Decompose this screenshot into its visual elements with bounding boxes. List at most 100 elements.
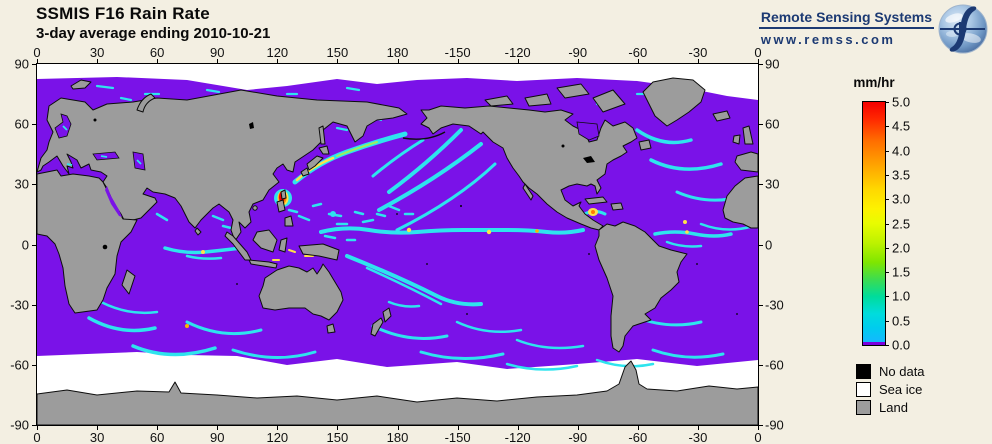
lon-tick-label-top: 0 — [754, 45, 762, 60]
world-rain-map — [37, 64, 758, 425]
land-hispaniola — [610, 202, 624, 211]
lon-tick-bottom — [577, 426, 579, 430]
lon-tick-label-top: 180 — [386, 45, 409, 60]
colorbar-tick — [885, 174, 889, 176]
land-hokkaido — [318, 145, 330, 155]
lon-tick-label-bottom: -30 — [688, 430, 708, 444]
land-iceland — [712, 110, 731, 122]
colorbar-tick-label: 3.0 — [892, 191, 911, 207]
lat-tick-label-right: -90 — [765, 417, 784, 433]
legend-label: Land — [879, 399, 908, 415]
land-sulawesi — [278, 237, 288, 253]
land-baffin — [592, 89, 626, 113]
lat-tick-left — [32, 244, 36, 246]
lon-tick-bottom — [758, 426, 759, 430]
lake-ladoga — [93, 118, 97, 122]
lon-tick-label-bottom: 90 — [210, 430, 225, 444]
lat-tick-label-right: 30 — [765, 176, 780, 192]
lon-tick-label-bottom: 180 — [386, 430, 409, 444]
legend-row: Sea ice — [856, 380, 925, 398]
lon-tick-top — [337, 59, 339, 63]
lat-tick-label-left: -60 — [10, 357, 29, 373]
land-hainan — [252, 205, 258, 211]
lon-tick-label-bottom: -60 — [628, 430, 648, 444]
legend-row: No data — [856, 362, 925, 380]
colorbar-units-label: mm/hr — [853, 75, 895, 90]
lon-tick-label-bottom: 30 — [89, 430, 105, 444]
lon-tick-label-top: 0 — [33, 45, 41, 60]
land-nz-south — [370, 317, 384, 337]
land-luzon — [276, 199, 286, 213]
lat-tick-label-left: 0 — [21, 237, 29, 252]
lat-tick-left — [32, 64, 36, 65]
lon-tick-label-top: -60 — [628, 45, 648, 60]
lon-tick-label-top: -90 — [568, 45, 588, 60]
land-madagascar — [121, 269, 136, 295]
legend-swatch — [856, 399, 871, 415]
legend-row: Land — [856, 398, 925, 416]
colorbar-tick — [885, 345, 889, 346]
lakes-layer — [93, 118, 595, 250]
colorbar-tick-label: 0.5 — [892, 313, 911, 329]
map-frame: 0 0 30 30 60 60 90 90 120 120 150 150 180 180 -150 -150… — [10, 45, 784, 444]
map-legend: No data Sea ice Land — [856, 362, 925, 416]
hudson-bay — [576, 121, 600, 141]
lake-winnipeg — [561, 144, 565, 148]
lat-tick-right — [759, 364, 763, 366]
lat-tick-right — [759, 425, 763, 426]
lon-tick-bottom — [37, 426, 38, 430]
colorbar-tick — [885, 272, 889, 274]
lon-tick-bottom — [517, 426, 519, 430]
legend-swatch — [856, 381, 871, 397]
lon-tick-label-bottom: -90 — [568, 430, 588, 444]
land-iberia-edge — [734, 151, 758, 173]
page-title: SSMIS F16 Rain Rate — [36, 4, 210, 23]
lon-tick-top — [697, 59, 699, 63]
colorbar: mm/hr 5.0 4.5 4.0 3.5 3.0 2.5 2.0 1.5 1.0 0.5 0.0 — [853, 75, 910, 353]
logo-url-link[interactable]: www.remss.com — [760, 32, 896, 47]
lat-tick-left — [32, 304, 36, 306]
land-arctic-island-2 — [524, 93, 552, 107]
lat-tick-right — [759, 124, 763, 126]
lon-tick-label-top: -120 — [504, 45, 531, 60]
lon-tick-label-top: 30 — [89, 45, 105, 60]
lat-tick-left — [32, 425, 36, 426]
land-antarctica — [37, 360, 758, 425]
land-tasmania — [326, 323, 336, 334]
land-britain — [742, 125, 754, 145]
great-lakes — [583, 156, 595, 163]
colorbar-tick-label: 4.0 — [892, 143, 911, 159]
land-cuba — [584, 196, 608, 205]
lat-tick-left — [32, 124, 36, 126]
land-north-america — [420, 105, 638, 231]
lon-tick-top — [217, 59, 219, 63]
land-newfoundland — [638, 139, 652, 151]
lon-tick-bottom — [157, 426, 159, 430]
land-java — [248, 259, 278, 269]
colorbar-tick — [885, 126, 889, 128]
lat-tick-label-left: -30 — [10, 297, 29, 313]
land-kyushu — [300, 167, 310, 177]
red-sea — [105, 186, 122, 217]
colorbar-tick — [885, 296, 889, 298]
lat-tick-label-left: -90 — [10, 417, 29, 433]
lon-tick-top — [397, 59, 399, 63]
legend-label: Sea ice — [879, 381, 923, 397]
lon-tick-top — [577, 59, 579, 63]
land-borneo — [252, 229, 278, 253]
land-australia — [258, 263, 344, 321]
colorbar-tick-label: 0.0 — [892, 337, 911, 353]
lon-tick-label-bottom: -150 — [444, 430, 471, 444]
logo-org-name: Remote Sensing Systems — [758, 9, 934, 29]
lon-tick-top — [97, 59, 99, 63]
land-ellesmere — [556, 83, 590, 99]
lat-tick-left — [32, 364, 36, 366]
lat-tick-label-left: 90 — [14, 56, 29, 72]
land-sakhalin — [318, 125, 326, 145]
lat-tick-label-right: -60 — [765, 357, 784, 373]
lat-tick-label-left: 60 — [14, 116, 29, 132]
lon-tick-bottom — [637, 426, 639, 430]
lat-tick-right — [759, 244, 763, 246]
colorbar-tick — [885, 199, 889, 201]
